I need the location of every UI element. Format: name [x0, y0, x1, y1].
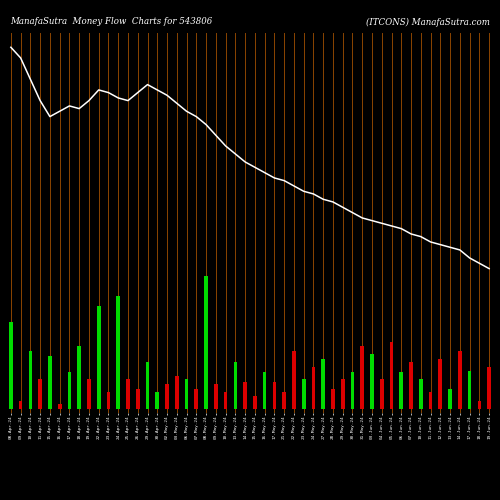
Bar	[272, 382, 276, 409]
Bar	[175, 376, 178, 409]
Bar	[214, 384, 218, 409]
Bar	[97, 306, 100, 409]
Bar	[370, 354, 374, 409]
Bar	[438, 359, 442, 409]
Bar	[87, 379, 91, 409]
Bar	[38, 379, 42, 409]
Bar	[282, 392, 286, 409]
Bar	[400, 372, 403, 409]
Bar	[390, 342, 394, 409]
Bar	[234, 362, 237, 409]
Bar	[468, 370, 471, 409]
Bar	[419, 379, 422, 409]
Bar	[156, 392, 159, 409]
Bar	[184, 379, 188, 409]
Bar	[204, 276, 208, 409]
Bar	[253, 396, 256, 409]
Bar	[48, 356, 52, 409]
Bar	[9, 322, 13, 409]
Bar	[194, 389, 198, 409]
Bar	[28, 350, 32, 409]
Bar	[350, 372, 354, 409]
Bar	[322, 359, 325, 409]
Bar	[165, 384, 169, 409]
Bar	[146, 362, 150, 409]
Bar	[331, 389, 335, 409]
Bar	[58, 404, 61, 409]
Text: ManafaSutra  Money Flow  Charts for 543806: ManafaSutra Money Flow Charts for 543806	[10, 18, 212, 26]
Bar	[488, 368, 491, 409]
Bar	[224, 392, 228, 409]
Bar	[458, 350, 462, 409]
Bar	[312, 368, 316, 409]
Bar	[106, 392, 110, 409]
Bar	[428, 392, 432, 409]
Bar	[478, 400, 481, 409]
Bar	[244, 382, 247, 409]
Bar	[78, 346, 81, 409]
Bar	[126, 379, 130, 409]
Text: (ITCONS) ManafaSutra.com: (ITCONS) ManafaSutra.com	[366, 18, 490, 26]
Bar	[380, 379, 384, 409]
Bar	[116, 296, 120, 409]
Bar	[263, 372, 266, 409]
Bar	[360, 346, 364, 409]
Bar	[19, 400, 22, 409]
Bar	[448, 389, 452, 409]
Bar	[341, 379, 344, 409]
Bar	[292, 350, 296, 409]
Bar	[302, 379, 306, 409]
Bar	[68, 372, 71, 409]
Bar	[409, 362, 413, 409]
Bar	[136, 389, 140, 409]
